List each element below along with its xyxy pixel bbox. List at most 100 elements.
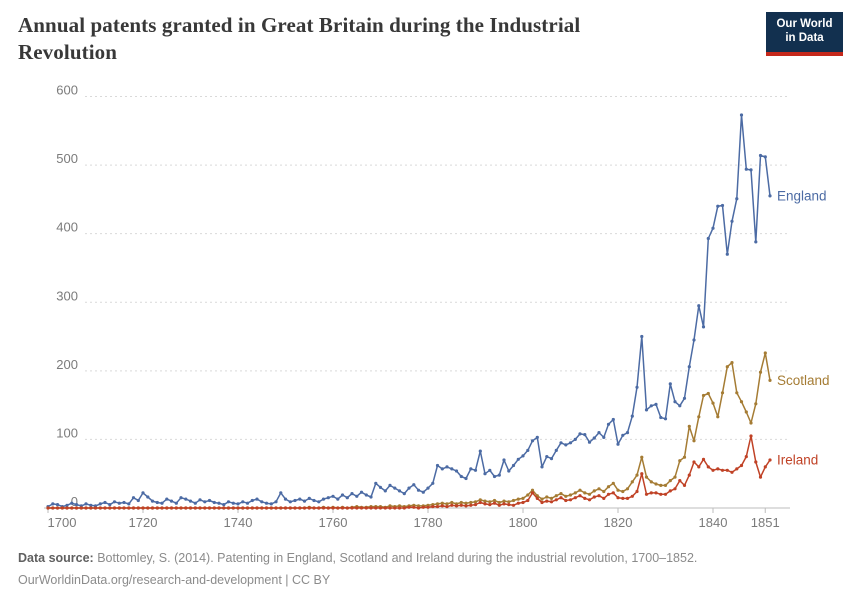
data-point[interactable]: [706, 391, 710, 396]
data-series[interactable]: [46, 113, 772, 510]
data-point[interactable]: [450, 503, 454, 507]
data-point[interactable]: [350, 492, 354, 496]
data-point[interactable]: [226, 500, 231, 504]
data-point[interactable]: [488, 500, 492, 504]
data-point[interactable]: [720, 203, 725, 208]
data-point[interactable]: [260, 506, 264, 510]
data-point[interactable]: [473, 503, 478, 507]
data-point[interactable]: [445, 465, 449, 469]
data-point[interactable]: [540, 500, 544, 505]
data-point[interactable]: [193, 501, 197, 505]
data-point[interactable]: [70, 506, 74, 510]
license-line[interactable]: OurWorldinData.org/research-and-developm…: [18, 572, 331, 587]
data-point[interactable]: [198, 498, 202, 502]
data-point[interactable]: [264, 501, 269, 505]
data-point[interactable]: [497, 473, 501, 477]
data-point[interactable]: [98, 506, 102, 510]
data-point[interactable]: [283, 506, 288, 510]
data-point[interactable]: [687, 424, 691, 428]
data-point[interactable]: [473, 500, 478, 504]
data-point[interactable]: [179, 496, 183, 500]
data-point[interactable]: [255, 506, 259, 510]
data-point[interactable]: [749, 421, 753, 425]
data-point[interactable]: [492, 474, 497, 479]
data-point[interactable]: [473, 468, 478, 472]
data-point[interactable]: [763, 351, 767, 355]
data-point[interactable]: [687, 365, 691, 369]
data-point[interactable]: [507, 503, 511, 507]
data-point[interactable]: [435, 502, 440, 506]
data-point[interactable]: [568, 493, 573, 497]
data-point[interactable]: [435, 463, 440, 468]
data-point[interactable]: [269, 502, 273, 506]
data-point[interactable]: [730, 361, 734, 365]
data-point[interactable]: [692, 338, 696, 342]
data-point[interactable]: [355, 494, 359, 498]
data-point[interactable]: [758, 475, 763, 479]
data-point[interactable]: [122, 506, 126, 510]
data-point[interactable]: [549, 500, 554, 504]
data-point[interactable]: [654, 482, 658, 486]
data-point[interactable]: [625, 496, 630, 500]
data-point[interactable]: [369, 495, 373, 499]
data-point[interactable]: [754, 402, 758, 406]
data-point[interactable]: [245, 501, 250, 505]
data-point[interactable]: [108, 506, 112, 510]
data-point[interactable]: [640, 334, 644, 339]
data-point[interactable]: [682, 483, 687, 487]
data-point[interactable]: [193, 506, 197, 510]
data-point[interactable]: [611, 417, 615, 422]
data-point[interactable]: [654, 402, 658, 406]
data-point[interactable]: [521, 500, 525, 505]
data-point[interactable]: [668, 489, 672, 493]
data-point[interactable]: [345, 506, 349, 510]
data-point[interactable]: [735, 467, 739, 471]
data-point[interactable]: [412, 505, 416, 509]
data-point[interactable]: [84, 502, 88, 506]
data-point[interactable]: [340, 506, 345, 510]
data-point[interactable]: [521, 496, 525, 500]
data-point[interactable]: [108, 503, 112, 507]
data-point[interactable]: [283, 497, 288, 501]
data-point[interactable]: [711, 468, 715, 472]
data-point[interactable]: [478, 500, 482, 505]
data-point[interactable]: [312, 498, 316, 503]
data-point[interactable]: [454, 469, 459, 473]
data-point[interactable]: [374, 481, 378, 485]
data-point[interactable]: [659, 492, 663, 496]
data-point[interactable]: [583, 491, 587, 495]
data-point[interactable]: [146, 495, 150, 499]
data-point[interactable]: [749, 434, 753, 438]
data-point[interactable]: [526, 493, 530, 497]
data-point[interactable]: [469, 500, 473, 505]
data-point[interactable]: [255, 497, 259, 501]
markers-england[interactable]: [46, 113, 772, 509]
series-label-england[interactable]: England: [777, 188, 827, 203]
data-point[interactable]: [131, 496, 136, 500]
data-point[interactable]: [397, 489, 402, 493]
data-point[interactable]: [640, 472, 644, 476]
data-point[interactable]: [568, 441, 573, 445]
data-point[interactable]: [136, 506, 140, 510]
data-point[interactable]: [621, 496, 625, 500]
data-point[interactable]: [226, 506, 231, 510]
data-point[interactable]: [331, 494, 335, 498]
data-point[interactable]: [421, 490, 425, 494]
data-point[interactable]: [739, 463, 744, 468]
data-point[interactable]: [644, 475, 649, 479]
data-point[interactable]: [730, 470, 734, 474]
data-point[interactable]: [573, 437, 577, 441]
data-point[interactable]: [754, 460, 758, 464]
data-point[interactable]: [497, 500, 501, 505]
data-point[interactable]: [369, 506, 373, 510]
data-point[interactable]: [488, 468, 492, 472]
data-point[interactable]: [545, 455, 549, 459]
data-point[interactable]: [649, 480, 653, 484]
data-point[interactable]: [559, 441, 563, 445]
data-point[interactable]: [663, 417, 668, 421]
data-point[interactable]: [459, 474, 463, 479]
data-point[interactable]: [516, 501, 520, 505]
data-point[interactable]: [416, 506, 421, 510]
data-point[interactable]: [250, 506, 254, 510]
data-point[interactable]: [716, 204, 720, 208]
